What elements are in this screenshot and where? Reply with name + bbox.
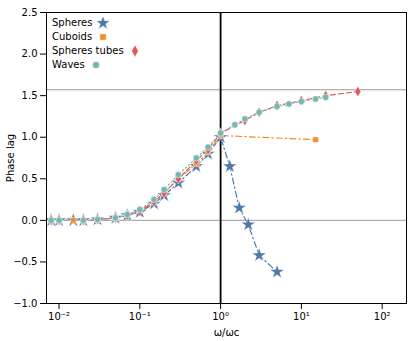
svg-text:ω/ωc: ω/ωc (214, 327, 240, 338)
svg-text:−0.5: −0.5 (13, 256, 37, 267)
svg-text:2.5: 2.5 (22, 7, 38, 18)
svg-text:10⁻²: 10⁻² (48, 311, 70, 322)
svg-text:10²: 10² (374, 311, 391, 322)
html-text:Waves: Waves (52, 59, 85, 70)
svg-text:1.5: 1.5 (22, 90, 38, 101)
svg-text:0.0: 0.0 (22, 215, 38, 226)
svg-text:−1.0: −1.0 (13, 298, 37, 309)
svg-text:2.0: 2.0 (22, 48, 38, 59)
html-text:Spheres: Spheres (52, 17, 93, 28)
html-text:Cuboids: Cuboids (52, 31, 93, 42)
svg-text:10¹: 10¹ (293, 311, 310, 322)
html-text:Spheres tubes: Spheres tubes (52, 45, 124, 56)
svg-text:10⁰: 10⁰ (212, 311, 229, 322)
svg-text:0.5: 0.5 (22, 173, 38, 184)
svg-text:10⁻¹: 10⁻¹ (129, 311, 151, 322)
svg-text:1.0: 1.0 (22, 131, 38, 142)
svg-text:Phase lag: Phase lag (5, 134, 16, 182)
